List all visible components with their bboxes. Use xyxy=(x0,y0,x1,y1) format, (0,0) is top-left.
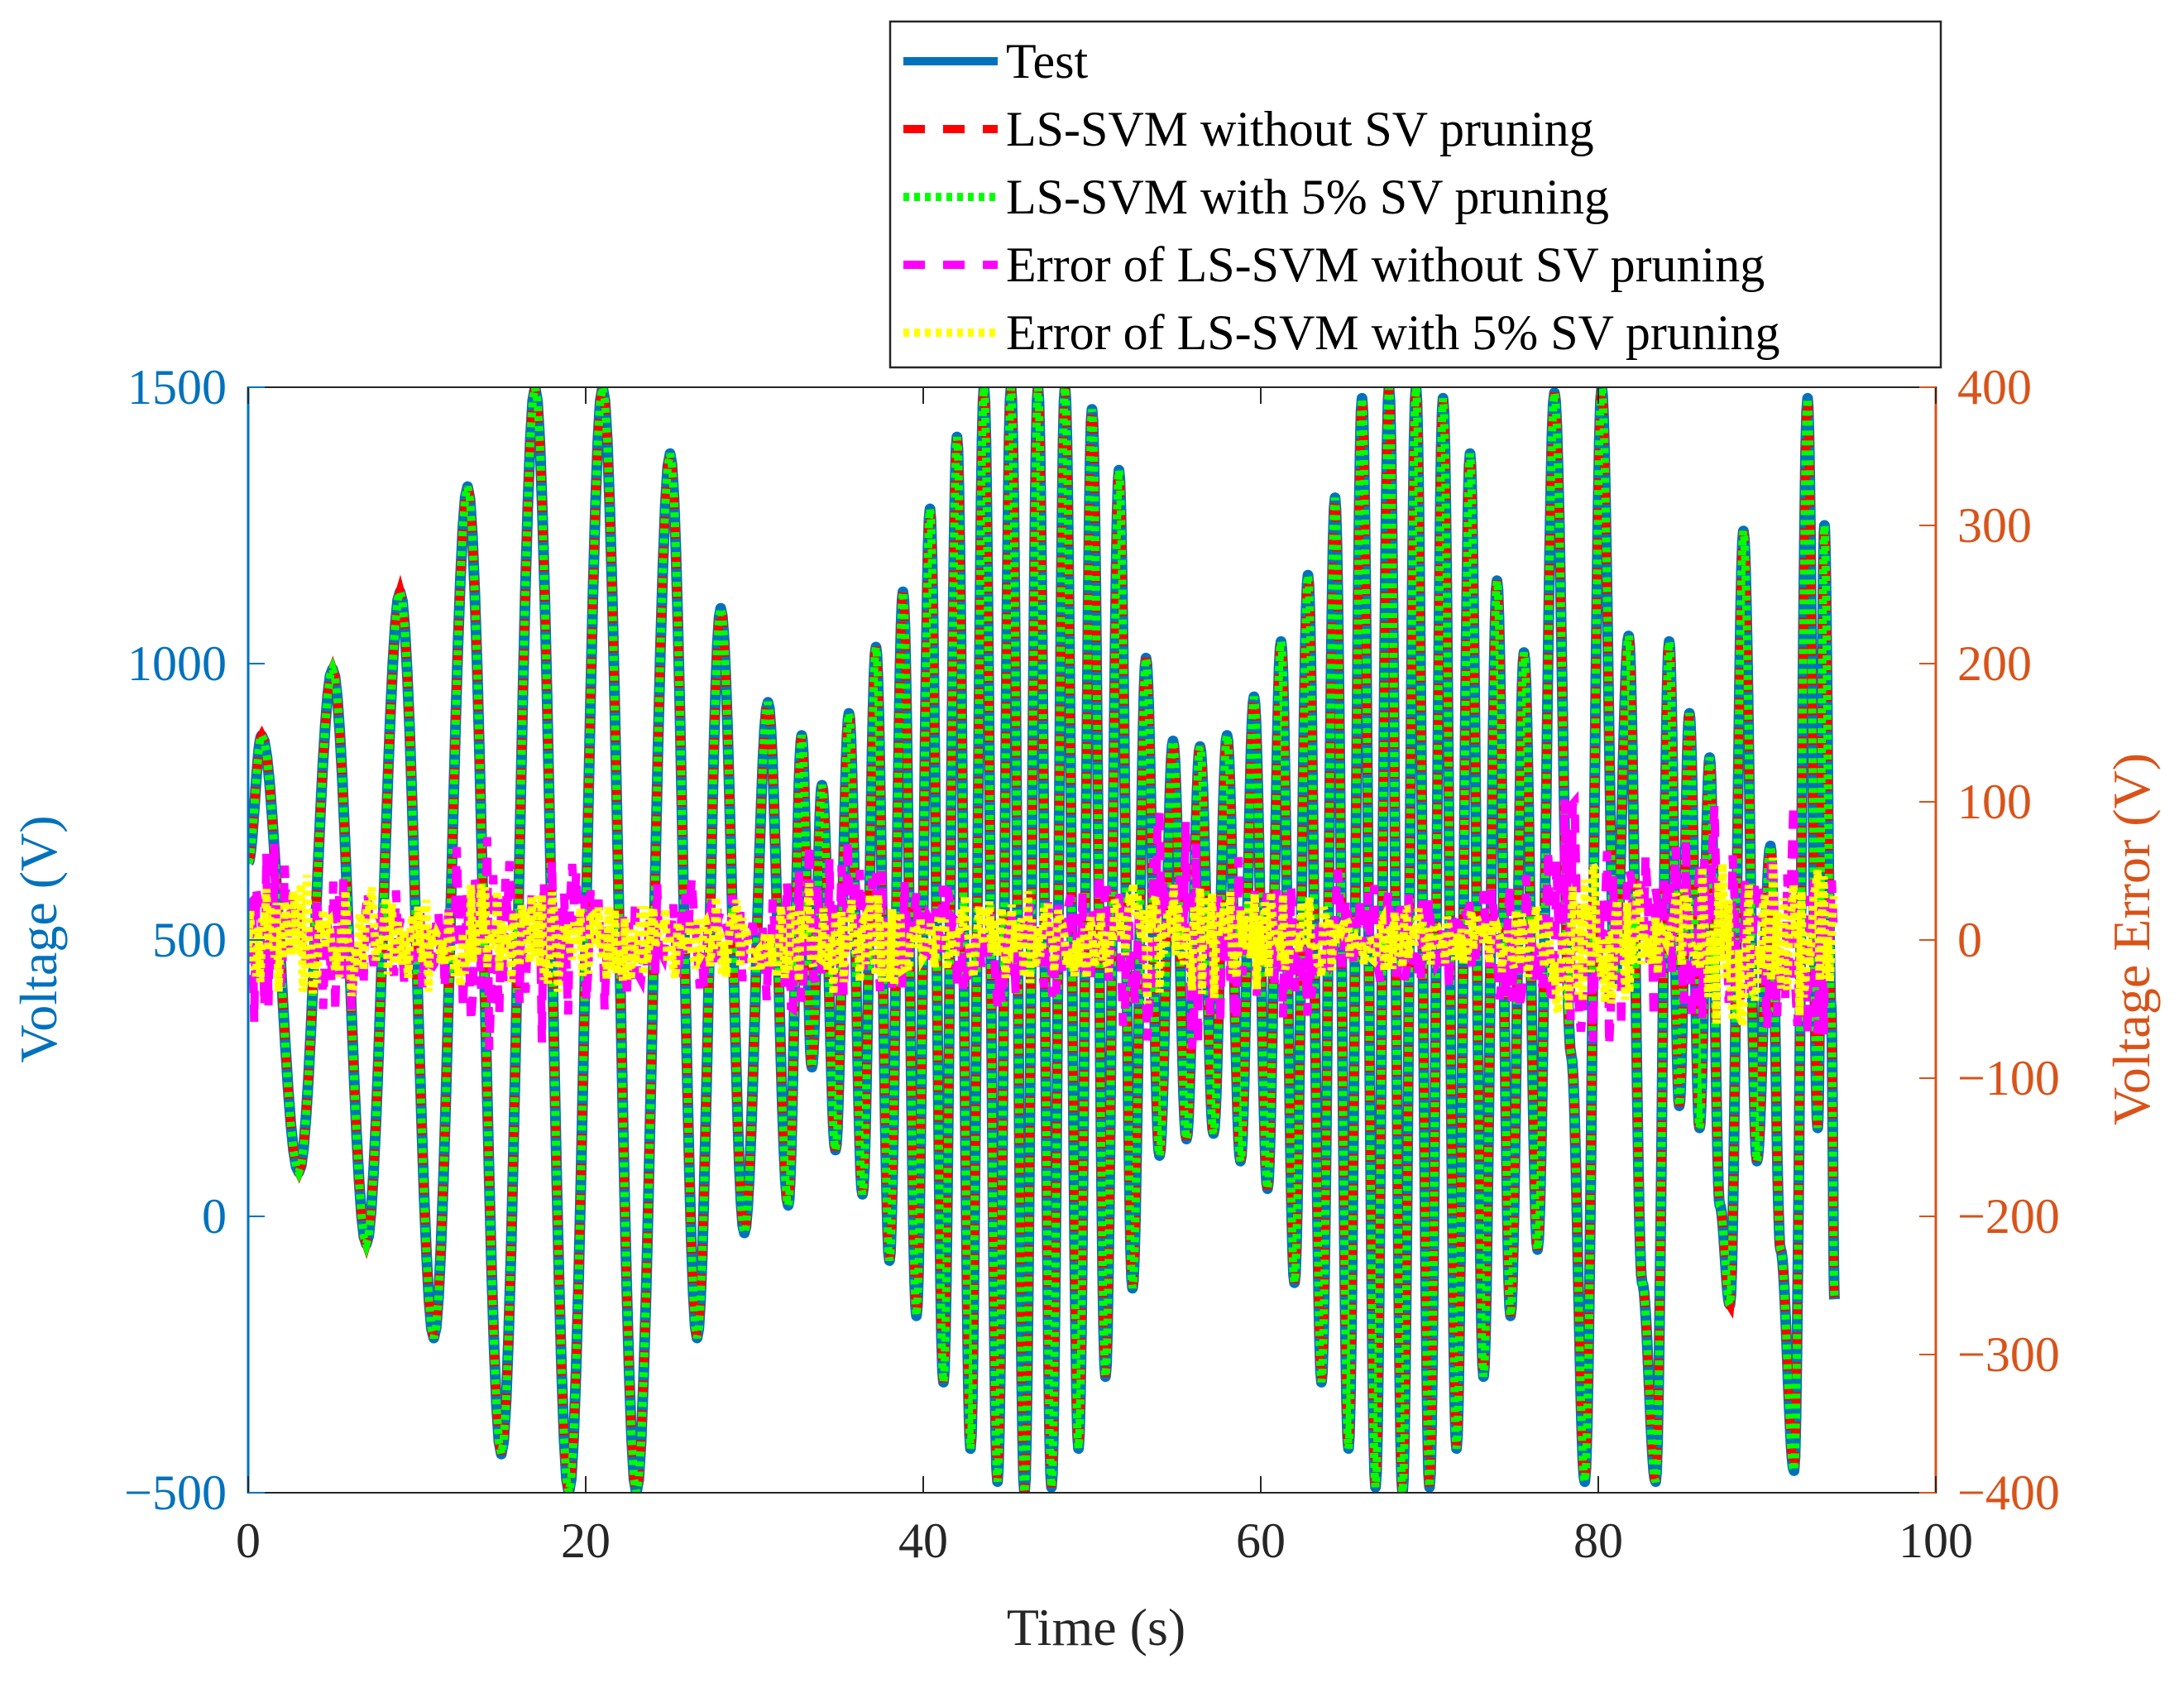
legend-label-lssvm-no-pruning: LS-SVM without SV pruning xyxy=(1006,102,1594,156)
x-tick-label: 60 xyxy=(1236,1513,1286,1568)
right-y-tick-label: −200 xyxy=(1957,1189,2060,1244)
right-y-tick-label: −400 xyxy=(1957,1465,2060,1520)
x-tick-label: 80 xyxy=(1573,1513,1623,1568)
series-lssvm-without-pruning-line xyxy=(248,387,1840,1493)
right-y-tick-label: 200 xyxy=(1957,636,2032,691)
right-y-tick-label: −300 xyxy=(1957,1327,2060,1382)
right-y-axis-label: Voltage Error (V) xyxy=(2102,753,2161,1125)
legend-label-lssvm-pruning: LS-SVM with 5% SV pruning xyxy=(1006,170,1609,224)
legend-label-error-no-pruning: Error of LS-SVM without SV pruning xyxy=(1006,237,1765,292)
right-y-tick-label: 100 xyxy=(1957,774,2032,829)
left-y-tick-label: −500 xyxy=(124,1465,227,1520)
ticks-layer: 0 20 40 60 80 100−500050010001500−400−300−200… xyxy=(124,360,2060,1568)
series-error-with-pruning-line xyxy=(248,857,1838,1033)
x-axis-label: Time (s) xyxy=(1007,1598,1185,1657)
legend-items: Test LS-SVM without SV pruning LS-SVM with… xyxy=(903,34,1780,360)
series-layer xyxy=(248,387,1841,1493)
left-y-tick-label: 500 xyxy=(152,913,227,967)
legend-label-test: Test xyxy=(1006,34,1088,89)
right-y-tick-label: 300 xyxy=(1957,498,2032,553)
right-y-tick-label: 0 xyxy=(1957,913,1982,967)
right-y-tick-label: −100 xyxy=(1957,1051,2060,1105)
x-tick-label: 0 xyxy=(236,1513,261,1568)
x-tick-label: 100 xyxy=(1899,1513,1973,1568)
legend-label-error-pruning: Error of LS-SVM with 5% SV pruning xyxy=(1006,305,1780,360)
left-y-tick-label: 0 xyxy=(202,1189,227,1244)
left-y-tick-label: 1500 xyxy=(127,360,227,415)
x-tick-label: 20 xyxy=(561,1513,611,1568)
legend-box xyxy=(888,20,1942,369)
legend: Test LS-SVM without SV pruning LS-SVM with… xyxy=(888,20,1942,369)
right-y-tick-label: 400 xyxy=(1957,360,2032,415)
left-y-axis-label: Voltage (V) xyxy=(9,815,68,1062)
left-y-tick-label: 1000 xyxy=(127,636,227,691)
x-tick-label: 40 xyxy=(898,1513,948,1568)
